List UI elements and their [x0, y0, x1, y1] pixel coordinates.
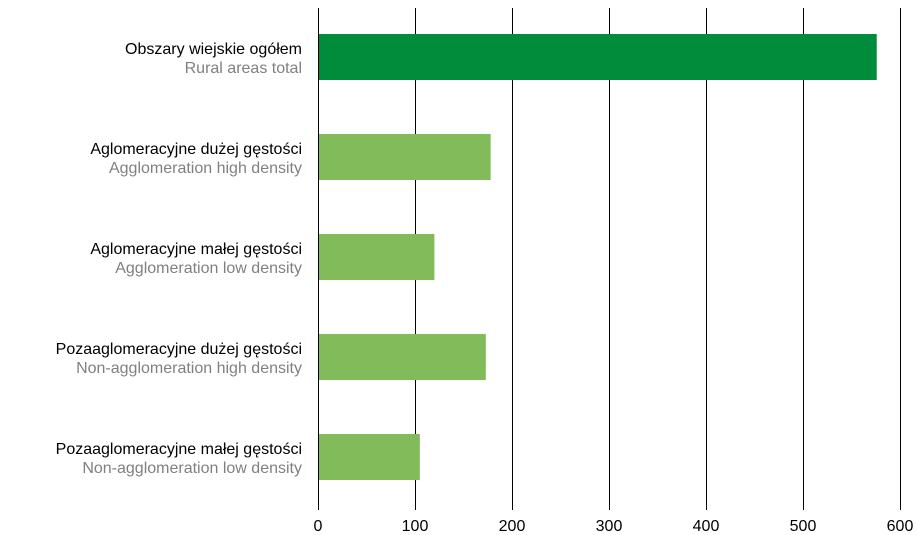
category-label-pl: Pozaaglomeracyjne małej gęstości — [56, 441, 302, 458]
x-tick-label: 0 — [314, 518, 323, 535]
bar-5 — [318, 434, 420, 480]
x-tick-label: 600 — [887, 518, 914, 535]
grid-lines — [415, 8, 901, 510]
category-label-pl: Obszary wiejskie ogółem — [125, 41, 302, 58]
x-tick-label: 200 — [499, 518, 526, 535]
category-label-en: Agglomeration low density — [115, 260, 302, 277]
x-tick-labels: 0 100 200 300 400 500 600 — [314, 518, 914, 535]
bar-3 — [318, 234, 435, 280]
bar-1 — [318, 34, 877, 80]
category-label-pl: Aglomeracyjne dużej gęstości — [90, 141, 302, 158]
category-label-pl: Aglomeracyjne małej gęstości — [90, 241, 302, 258]
x-tick-label: 300 — [596, 518, 623, 535]
bars — [318, 34, 877, 480]
category-label-pl: Pozaaglomeracyjne dużej gęstości — [56, 341, 302, 358]
x-tick-label: 100 — [402, 518, 429, 535]
category-label-en: Non-agglomeration high density — [76, 360, 302, 377]
category-labels: Obszary wiejskie ogółem Rural areas total… — [56, 41, 302, 477]
x-tick-label: 500 — [790, 518, 817, 535]
bar-4 — [318, 334, 486, 380]
category-label-en: Rural areas total — [185, 60, 302, 77]
category-label-en: Agglomeration high density — [109, 160, 302, 177]
category-label-en: Non-agglomeration low density — [82, 460, 302, 477]
bar-2 — [318, 134, 491, 180]
x-tick-label: 400 — [693, 518, 720, 535]
